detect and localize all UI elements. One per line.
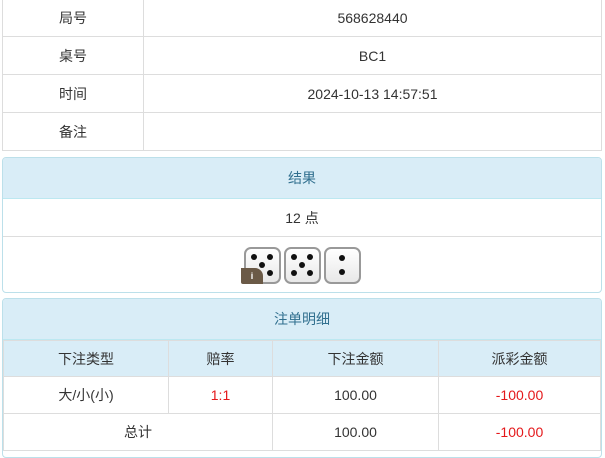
info-value <box>143 112 602 151</box>
header-payout: 派彩金额 <box>438 340 601 377</box>
result-panel: 结果 12 点 <box>2 157 602 293</box>
info-value: 2024-10-13 14:57:51 <box>143 74 602 113</box>
info-row-time: 时间 2024-10-13 14:57:51 <box>2 74 602 113</box>
bet-type: 大/小(小) <box>3 376 169 414</box>
die-pip <box>290 253 297 260</box>
total-payout: -100.00 <box>438 413 601 451</box>
info-row-remark: 备注 <box>2 112 602 151</box>
total-label: 总计 <box>3 413 273 451</box>
die-pip <box>339 254 345 261</box>
bet-details-panel: 注单明细 下注类型 赔率 下注金额 派彩金额 大/小(小) 1:1 100.00… <box>2 298 602 458</box>
header-bet-type: 下注类型 <box>3 340 169 377</box>
die-pip <box>299 262 305 268</box>
bet-details-table: 下注类型 赔率 下注金额 派彩金额 大/小(小) 1:1 100.00 -100… <box>3 340 601 451</box>
result-points: 12 点 <box>3 199 601 237</box>
header-amount: 下注金额 <box>272 340 439 377</box>
info-value: 568628440 <box>143 0 602 37</box>
info-row-round: 局号 568628440 <box>2 0 602 37</box>
info-label: 局号 <box>2 0 144 37</box>
info-label: 时间 <box>2 74 144 113</box>
dice-row <box>3 237 601 292</box>
die-pip <box>290 270 297 277</box>
result-title: 结果 <box>3 158 601 199</box>
amount: 100.00 <box>272 376 439 414</box>
die-pip <box>250 253 257 260</box>
die-pip <box>267 270 274 277</box>
info-value: BC1 <box>143 36 602 75</box>
table-row: 大/小(小) 1:1 100.00 -100.00 <box>3 376 601 414</box>
info-row-table: 桌号 BC1 <box>2 36 602 75</box>
info-label: 备注 <box>2 112 144 151</box>
total-row: 总计 100.00 -100.00 <box>3 413 601 451</box>
die-face-5 <box>283 246 321 284</box>
die-pip <box>259 262 265 268</box>
payout: -100.00 <box>438 376 601 414</box>
die-face-2 <box>323 246 361 284</box>
info-icon[interactable]: i <box>241 268 263 284</box>
total-amount: 100.00 <box>272 413 439 451</box>
table-header-row: 下注类型 赔率 下注金额 派彩金额 <box>3 340 601 377</box>
info-label: 桌号 <box>2 36 144 75</box>
die-pip <box>339 269 345 276</box>
header-odds: 赔率 <box>168 340 273 377</box>
odds: 1:1 <box>168 376 273 414</box>
die-pip <box>307 253 314 260</box>
bet-details-title: 注单明细 <box>3 299 601 340</box>
die-pip <box>307 270 314 277</box>
round-info-table: 局号 568628440 桌号 BC1 时间 2024-10-13 14:57:51 … <box>2 0 602 151</box>
die-pip <box>267 253 274 260</box>
